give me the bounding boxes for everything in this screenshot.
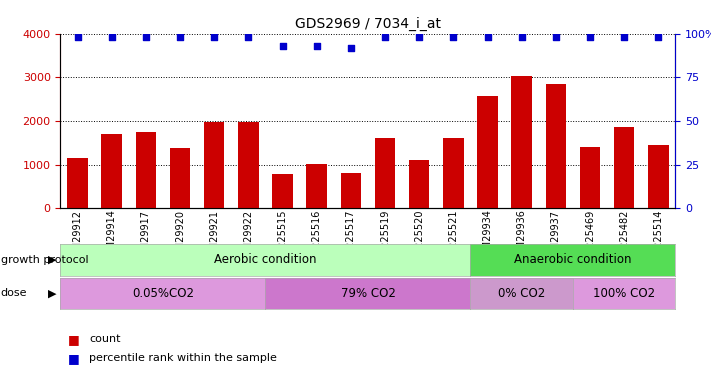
Point <box>208 34 220 40</box>
Title: GDS2969 / 7034_i_at: GDS2969 / 7034_i_at <box>295 17 441 32</box>
Bar <box>443 138 464 208</box>
Text: 79% CO2: 79% CO2 <box>341 287 395 300</box>
Bar <box>68 158 87 208</box>
Text: growth protocol: growth protocol <box>1 255 88 265</box>
Bar <box>409 160 429 208</box>
Point <box>414 34 425 40</box>
Text: dose: dose <box>1 288 27 298</box>
Text: 100% CO2: 100% CO2 <box>593 287 656 300</box>
Point <box>277 43 288 49</box>
Text: 0% CO2: 0% CO2 <box>498 287 545 300</box>
Text: count: count <box>89 334 120 344</box>
Point <box>584 34 596 40</box>
Text: percentile rank within the sample: percentile rank within the sample <box>89 353 277 363</box>
Point <box>242 34 254 40</box>
Point <box>174 34 186 40</box>
Bar <box>579 147 600 208</box>
Point <box>380 34 391 40</box>
Point <box>345 45 356 51</box>
Point <box>448 34 459 40</box>
Point <box>140 34 151 40</box>
Bar <box>170 148 191 208</box>
Point <box>619 34 630 40</box>
Point <box>72 34 83 40</box>
Bar <box>136 132 156 208</box>
Text: 0.05%CO2: 0.05%CO2 <box>132 287 194 300</box>
Text: ▶: ▶ <box>48 288 56 298</box>
Text: ■: ■ <box>68 352 80 364</box>
Point <box>106 34 117 40</box>
Bar <box>375 138 395 208</box>
Bar <box>614 127 634 208</box>
Point <box>550 34 562 40</box>
Bar <box>648 145 668 208</box>
Point <box>482 34 493 40</box>
Bar <box>272 174 293 208</box>
Bar <box>511 76 532 208</box>
Text: ▶: ▶ <box>48 255 56 265</box>
Bar <box>204 122 225 208</box>
Bar <box>306 164 327 208</box>
Bar <box>341 173 361 208</box>
Bar <box>477 96 498 208</box>
Point <box>653 34 664 40</box>
Point <box>311 43 322 49</box>
Bar <box>102 134 122 208</box>
Text: Aerobic condition: Aerobic condition <box>214 253 316 266</box>
Text: Anaerobic condition: Anaerobic condition <box>514 253 631 266</box>
Bar <box>238 122 259 208</box>
Point <box>516 34 528 40</box>
Bar <box>545 84 566 208</box>
Text: ■: ■ <box>68 333 80 346</box>
